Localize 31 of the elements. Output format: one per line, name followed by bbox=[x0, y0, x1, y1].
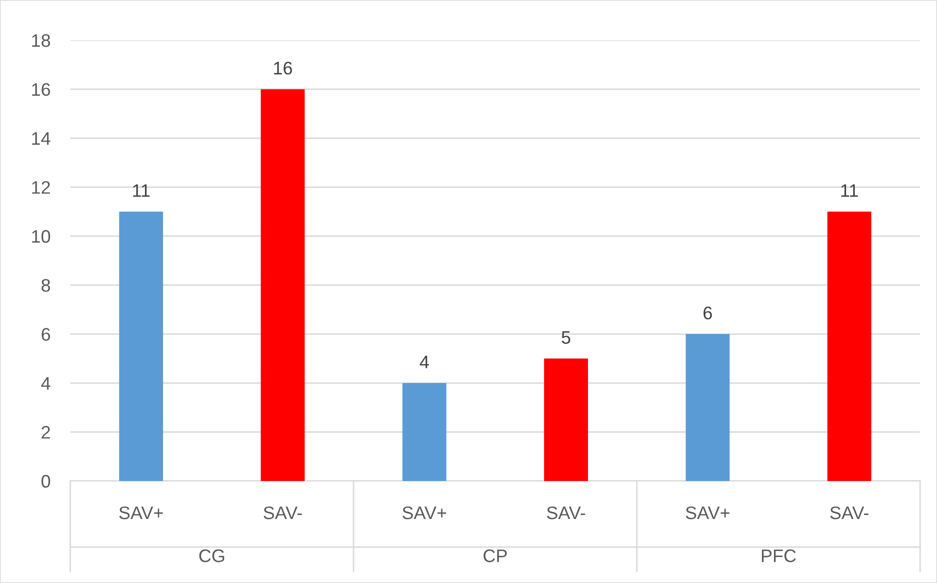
bar bbox=[827, 212, 872, 481]
y-tick-label: 12 bbox=[32, 181, 50, 194]
bar bbox=[544, 358, 588, 481]
bar bbox=[686, 334, 730, 481]
y-tick-label: 4 bbox=[41, 377, 50, 390]
text: CG bbox=[199, 549, 224, 562]
x-tick-label: SAV- bbox=[264, 506, 302, 520]
bar bbox=[260, 89, 305, 481]
text: PFC bbox=[762, 549, 796, 562]
x-tick-label: SAV+ bbox=[119, 506, 163, 520]
bar bbox=[119, 212, 164, 481]
x-tick-label: SAV- bbox=[546, 506, 586, 520]
y-tick-label: 10 bbox=[32, 230, 50, 243]
x-tick-label: SAV+ bbox=[686, 506, 730, 520]
data-label: 6 bbox=[704, 306, 712, 320]
data-label: 11 bbox=[841, 184, 858, 197]
x-tick-label: SAV+ bbox=[402, 506, 446, 520]
data-label: 4 bbox=[420, 356, 429, 368]
y-tick-label: 0 bbox=[41, 474, 50, 488]
data-label: 5 bbox=[562, 331, 570, 344]
text: CP bbox=[484, 549, 507, 562]
data-label: 11 bbox=[133, 184, 150, 197]
y-tick-label: 18 bbox=[32, 34, 50, 47]
data-label: 16 bbox=[274, 62, 292, 75]
x-tick-label: SAV- bbox=[830, 506, 868, 520]
y-tick-label: 8 bbox=[42, 279, 50, 292]
y-tick-label: 6 bbox=[42, 328, 50, 341]
y-tick-label: 14 bbox=[32, 132, 50, 145]
y-tick-label: 16 bbox=[32, 83, 50, 96]
bar bbox=[402, 383, 446, 481]
y-tick-label: 2 bbox=[42, 426, 50, 439]
